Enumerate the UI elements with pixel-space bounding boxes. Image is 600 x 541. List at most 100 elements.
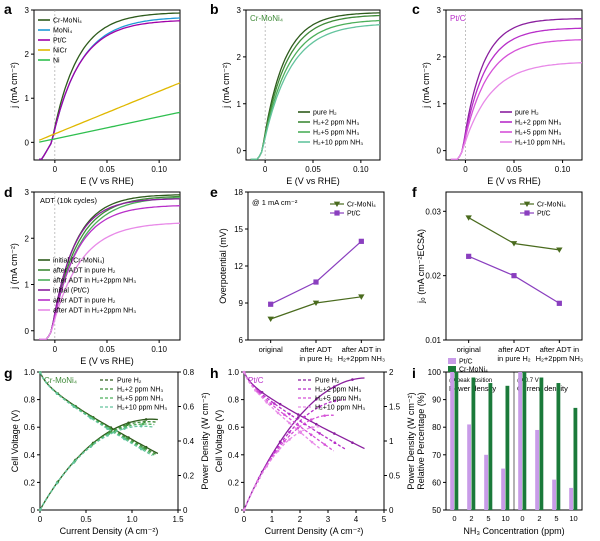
y-tick-label: 3	[237, 6, 242, 15]
legend-label: NiCr	[53, 48, 68, 55]
legend-label: H₂+5 ppm NH₃	[117, 396, 163, 403]
chart-panel-d: 0 0.05 0.10 0 1 2 3 E (V vs RHE) j (mA cm⁻²) ADT …	[9, 188, 181, 366]
y-tick-label: 90	[432, 396, 441, 405]
x-tick-label: 0	[452, 514, 456, 523]
data-point	[123, 427, 126, 430]
x-tick-label: 0	[242, 515, 247, 524]
y-tick-label: 60	[432, 478, 441, 487]
series-line	[39, 198, 180, 340]
y-right-tick-label: 1.5	[389, 403, 401, 412]
data-point	[123, 437, 126, 441]
power-curve	[243, 426, 320, 511]
data-point	[242, 370, 246, 374]
series-line	[468, 255, 560, 304]
legend-label: Pt/C	[53, 38, 67, 45]
legend-label: Pure H₂	[315, 378, 340, 385]
legend-label: Pt/C	[347, 211, 361, 218]
y-right-tick-label: 0.6	[183, 403, 195, 412]
data-point	[288, 438, 291, 441]
y-tick-label: 0.6	[228, 423, 240, 432]
data-point	[296, 426, 300, 430]
group-annotation: @ peak position	[449, 378, 492, 384]
y-tick-label: 1	[237, 100, 242, 109]
series-line	[39, 195, 181, 340]
x-axis-label: NH₃ Concentration (ppm)	[463, 526, 564, 536]
panel-letter-a: a	[4, 1, 12, 17]
x-tick-label: 0.05	[305, 165, 321, 174]
y-right-tick-label: 0.8	[183, 368, 195, 377]
x-tick-label: 0	[520, 514, 524, 523]
legend-label: H₂+2 ppm NH₃	[117, 387, 163, 394]
y-tick-label: 0.4	[24, 451, 36, 460]
chart-panel-b: 0 0.05 0.10 0 1 2 3 E (V vs RHE) j (mA cm⁻²) Cr-M…	[221, 6, 381, 186]
y-tick-label: 0	[25, 327, 30, 336]
legend-label: H₂+10 ppm NH₃	[313, 140, 363, 147]
series-line	[450, 27, 582, 160]
y-tick-label: 9	[239, 299, 244, 308]
bar	[522, 372, 527, 510]
panel-title: Pt/C	[450, 14, 466, 23]
x-axis-label: Current Density (A cm⁻²)	[265, 526, 364, 536]
legend-label: after ADT in pure H₂	[53, 268, 116, 275]
data-point	[55, 481, 59, 485]
y-axis-label: Overpotential (mV)	[218, 228, 228, 304]
data-point	[276, 449, 280, 453]
legend-label: Pt/C	[459, 359, 473, 366]
data-point	[351, 378, 354, 381]
y-right-tick-label: 2	[389, 368, 394, 377]
panel-letter-i: i	[412, 365, 416, 381]
y-tick-label: 0.01	[425, 336, 441, 345]
legend-marker	[334, 210, 340, 216]
legend-label: initial (Cr-MoNi₄)	[53, 258, 104, 265]
series-line	[450, 62, 583, 160]
y-tick-label: 1.0	[228, 368, 240, 377]
data-point	[283, 413, 286, 416]
y-tick-label: 12	[234, 262, 243, 271]
data-point	[139, 447, 143, 451]
bar	[535, 429, 539, 510]
data-point	[254, 484, 257, 487]
y-tick-label: 0	[237, 147, 242, 156]
y-right-axis-label: Power Density (W cm⁻²)	[406, 392, 416, 489]
x-tick-label: 0.10	[555, 165, 571, 174]
data-point	[283, 439, 286, 443]
x-tick-label: 10	[501, 514, 509, 523]
bar	[450, 372, 454, 510]
y-tick-label: 2	[25, 234, 30, 243]
series-line	[38, 82, 181, 141]
y-tick-label: 2	[437, 53, 442, 62]
data-point	[272, 451, 276, 454]
power-curve	[243, 399, 345, 511]
legend-label: Cr-MoNi₄	[53, 18, 82, 25]
y-tick-label: 80	[432, 423, 441, 432]
y-tick-label: 1.0	[24, 368, 36, 377]
y-tick-label: 70	[432, 451, 441, 460]
x-tick-label: 5	[382, 515, 387, 524]
x-tick-label: 2	[298, 515, 303, 524]
x-tick-label: 0	[38, 515, 43, 524]
y-tick-label: 1	[437, 100, 442, 109]
series-line	[39, 20, 181, 160]
data-point	[296, 423, 300, 427]
y-tick-label: 3	[25, 188, 30, 197]
data-point	[318, 432, 321, 435]
data-point	[312, 300, 320, 306]
y-tick-label: 3	[25, 6, 30, 15]
legend-label: after ADT in H₂+2ppm NH₃	[53, 308, 136, 315]
data-point	[296, 416, 300, 419]
y-tick-label: 100	[428, 368, 442, 377]
voltage-curve	[243, 371, 335, 452]
data-point	[465, 215, 472, 221]
panel-title: ADT (10k cycles)	[40, 196, 97, 205]
x-tick-label: original	[259, 345, 284, 354]
data-point	[267, 316, 274, 323]
data-point	[313, 279, 319, 285]
legend-label: H₂+2 ppm NH₃	[515, 120, 561, 127]
y-right-tick-label: 1	[389, 437, 394, 446]
legend-label: after ADT in pure H₂	[53, 298, 116, 305]
y-tick-label: 0.2	[24, 478, 36, 487]
y-axis-label: j (mA cm⁻²)	[421, 62, 431, 109]
legend-label: initial (Pt/C)	[53, 288, 89, 295]
